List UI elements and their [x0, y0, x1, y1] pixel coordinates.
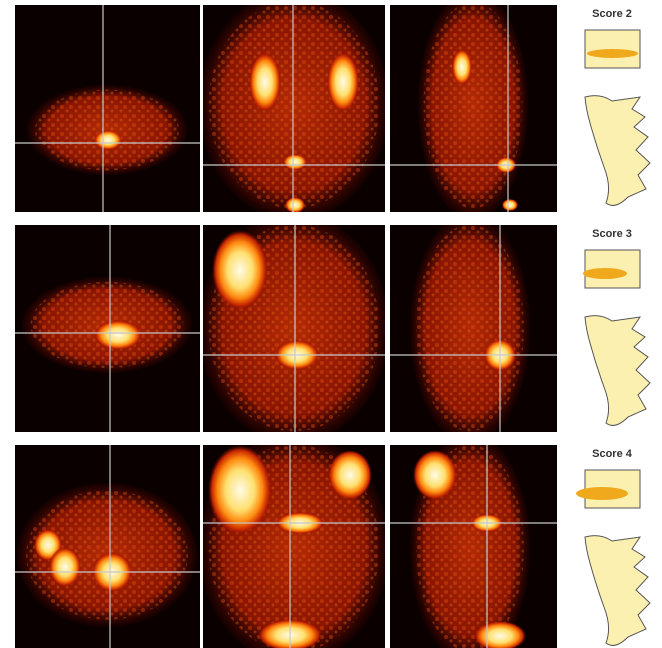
vertebra-diagram: [583, 250, 650, 425]
sacrum: [585, 96, 650, 206]
hot-spot: [413, 450, 457, 500]
hot-spot: [502, 199, 518, 211]
scan-panel: [199, 213, 389, 443]
scan-panel: [390, 213, 557, 443]
hot-spot: [452, 49, 472, 85]
scan-panel: [199, 0, 389, 220]
score-label: Score 4: [592, 448, 633, 460]
hot-spot: [285, 197, 305, 213]
uptake-texture: [209, 2, 380, 209]
uptake-texture: [35, 90, 179, 171]
uptake-texture: [416, 225, 524, 432]
hot-spot: [249, 52, 281, 112]
uptake-band: [576, 487, 628, 500]
scan-panel: [390, 0, 557, 220]
uptake-band: [587, 49, 638, 58]
score-label: Score 2: [592, 8, 632, 20]
scan-panel: [15, 5, 200, 212]
sacrum: [585, 536, 650, 646]
hot-spot: [208, 445, 272, 535]
hot-spot: [327, 52, 359, 112]
hot-spot: [328, 450, 372, 500]
vertebra-diagram: [576, 470, 650, 645]
scan-panel: [390, 433, 557, 648]
scan-panel: [15, 225, 200, 432]
vertebra-diagram: [585, 30, 650, 205]
hot-spot: [94, 320, 142, 350]
score-label: Score 3: [592, 228, 632, 240]
hot-spot: [94, 130, 122, 150]
sacrum: [585, 316, 650, 426]
figure: Score 2 Score 3 Score 4: [0, 0, 662, 648]
uptake-band: [583, 268, 627, 279]
hot-spot: [212, 230, 268, 310]
scan-panel: [15, 445, 200, 648]
hot-spot: [283, 154, 307, 170]
hot-spot: [49, 547, 81, 587]
scan-panel: [199, 433, 389, 648]
